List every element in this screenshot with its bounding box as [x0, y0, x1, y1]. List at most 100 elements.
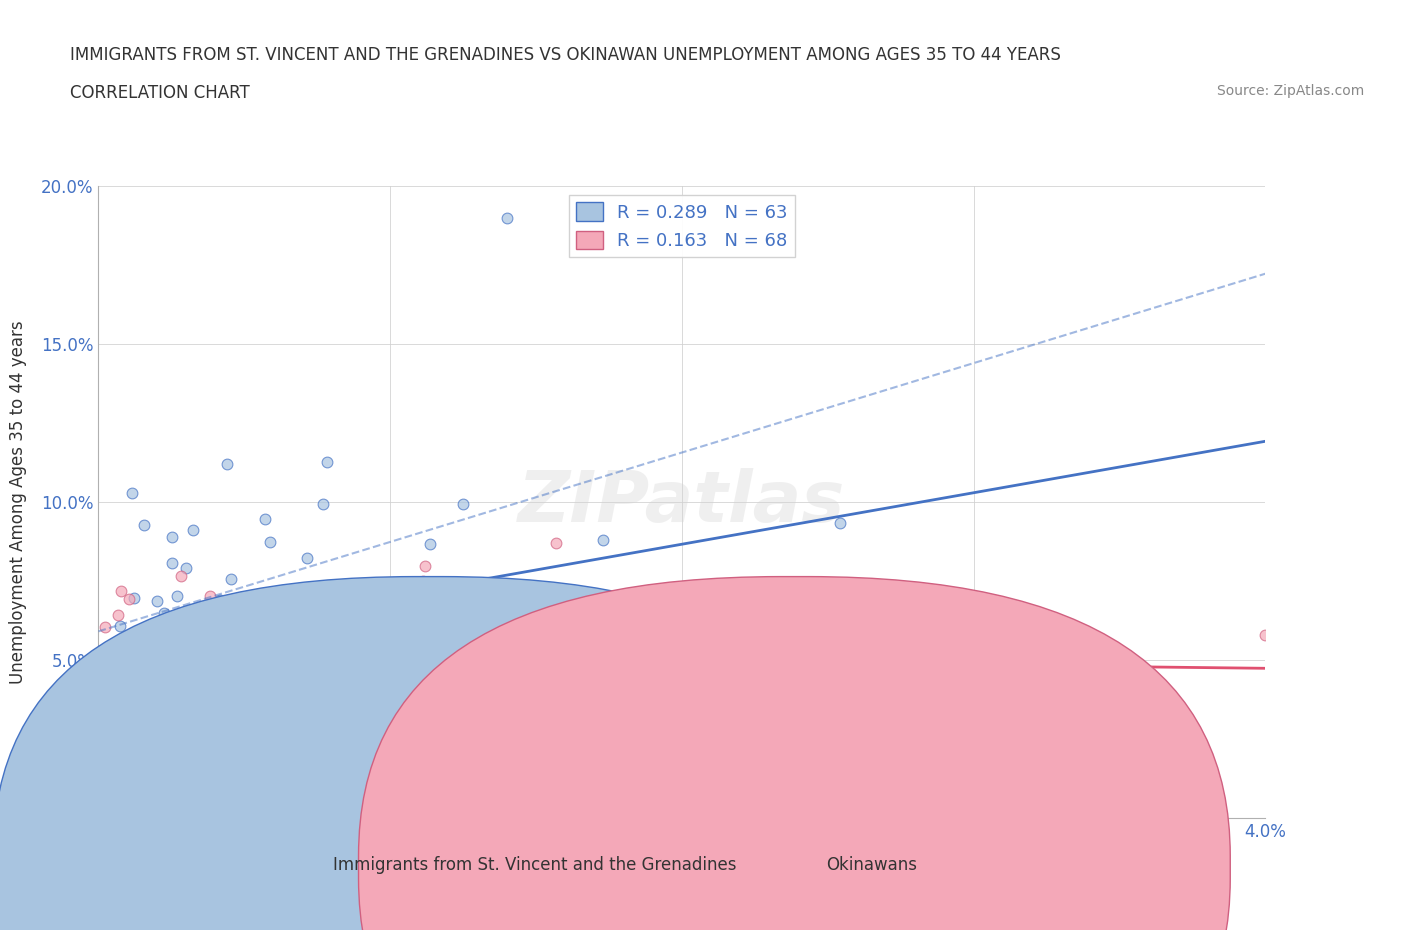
- Point: [166, 645, 188, 660]
- Point: [89, 722, 111, 737]
- Point: [425, 615, 447, 630]
- Text: ZIPatlas: ZIPatlas: [519, 468, 845, 537]
- Point: [202, 604, 225, 619]
- Point: [375, 587, 398, 602]
- Point: [335, 642, 357, 657]
- Point: [287, 601, 309, 616]
- Point: [1254, 628, 1277, 643]
- Point: [166, 589, 188, 604]
- Point: [412, 574, 434, 589]
- Point: [291, 684, 314, 698]
- Point: [122, 591, 145, 605]
- Point: [120, 663, 142, 678]
- Point: [129, 660, 152, 675]
- Point: [202, 666, 225, 681]
- Point: [186, 614, 208, 629]
- Point: [122, 627, 145, 642]
- Point: [648, 705, 671, 720]
- Point: [481, 649, 503, 664]
- Point: [1108, 669, 1130, 684]
- Point: [281, 597, 304, 612]
- Point: [184, 685, 207, 700]
- Point: [155, 752, 177, 767]
- Point: [187, 672, 209, 687]
- Point: [262, 588, 284, 603]
- Point: [259, 534, 281, 549]
- Point: [222, 646, 245, 661]
- Point: [209, 592, 232, 607]
- Point: [219, 572, 242, 587]
- Point: [249, 678, 271, 693]
- Text: IMMIGRANTS FROM ST. VINCENT AND THE GRENADINES VS OKINAWAN UNEMPLOYMENT AMONG AG: IMMIGRANTS FROM ST. VINCENT AND THE GREN…: [70, 46, 1062, 64]
- Point: [226, 691, 249, 706]
- Point: [280, 675, 302, 690]
- Point: [382, 702, 405, 717]
- Point: [344, 719, 367, 734]
- Point: [103, 639, 125, 654]
- Point: [148, 697, 170, 711]
- Point: [830, 515, 852, 530]
- Point: [295, 551, 318, 565]
- Point: [270, 652, 292, 667]
- Point: [141, 622, 163, 637]
- Point: [183, 677, 205, 692]
- Point: [312, 497, 335, 512]
- Point: [110, 643, 132, 658]
- Point: [207, 779, 229, 794]
- Point: [477, 646, 499, 661]
- Point: [118, 591, 141, 606]
- Point: [94, 646, 117, 661]
- Point: [496, 210, 519, 225]
- Point: [342, 650, 364, 665]
- Point: [253, 637, 276, 652]
- Point: [115, 641, 138, 656]
- Point: [700, 779, 723, 794]
- Point: [546, 535, 568, 550]
- Point: [343, 751, 366, 765]
- Point: [212, 681, 235, 696]
- Point: [253, 512, 276, 526]
- Point: [169, 568, 191, 583]
- Point: [290, 610, 312, 625]
- Point: [160, 556, 183, 571]
- Point: [207, 639, 229, 654]
- Point: [107, 607, 129, 622]
- Point: [139, 656, 162, 671]
- Y-axis label: Unemployment Among Ages 35 to 44 years: Unemployment Among Ages 35 to 44 years: [10, 321, 27, 684]
- Point: [150, 627, 173, 642]
- Point: [236, 659, 259, 674]
- Point: [108, 618, 131, 633]
- Point: [281, 621, 304, 636]
- Legend: R = 0.289   N = 63, R = 0.163   N = 68: R = 0.289 N = 63, R = 0.163 N = 68: [568, 195, 796, 258]
- Point: [479, 676, 502, 691]
- Point: [309, 679, 332, 694]
- Point: [217, 739, 239, 754]
- Point: [153, 605, 176, 620]
- Point: [104, 745, 127, 760]
- Point: [225, 700, 247, 715]
- Point: [316, 455, 339, 470]
- Text: CORRELATION CHART: CORRELATION CHART: [70, 84, 250, 101]
- Point: [412, 671, 434, 685]
- Point: [284, 601, 307, 616]
- Point: [714, 600, 737, 615]
- Point: [430, 655, 453, 670]
- Point: [406, 605, 429, 620]
- Point: [176, 714, 198, 729]
- Point: [259, 635, 281, 650]
- Point: [183, 610, 205, 625]
- Point: [394, 617, 416, 631]
- Point: [291, 764, 314, 778]
- Point: [273, 630, 295, 644]
- Point: [132, 517, 155, 532]
- Text: Immigrants from St. Vincent and the Grenadines: Immigrants from St. Vincent and the Gren…: [333, 856, 735, 874]
- Point: [312, 627, 335, 642]
- Point: [700, 634, 723, 649]
- Point: [440, 698, 463, 713]
- Point: [472, 694, 495, 709]
- Point: [413, 559, 436, 574]
- Point: [198, 589, 221, 604]
- Point: [598, 652, 620, 667]
- Point: [181, 706, 204, 721]
- Point: [107, 637, 129, 652]
